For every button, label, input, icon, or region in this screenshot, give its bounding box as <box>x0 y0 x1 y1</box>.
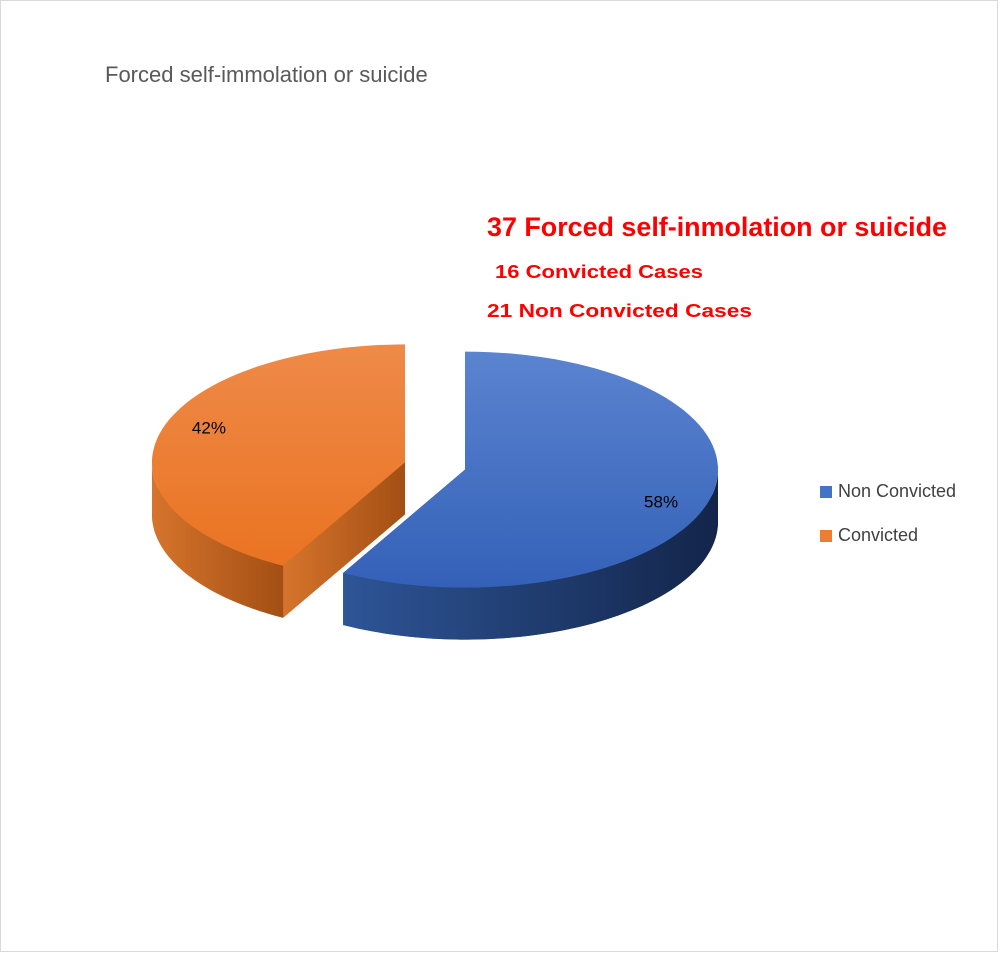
legend-swatch <box>820 530 832 542</box>
annotation: 16 Convicted Cases <box>495 262 703 282</box>
slice-side <box>152 462 284 618</box>
slice-wall <box>283 462 405 618</box>
legend-label: Convicted <box>838 525 918 545</box>
slice <box>343 351 718 588</box>
slice <box>152 344 405 566</box>
data-label: 58% <box>644 493 678 512</box>
data-label: 42% <box>192 418 226 437</box>
annotation: 37 Forced self-inmolation or suicide <box>487 212 947 242</box>
chart-title: Forced self-immolation or suicide <box>105 62 428 87</box>
legend-swatch <box>820 486 832 498</box>
slice-side <box>343 469 718 640</box>
legend-label: Non Convicted <box>838 481 956 501</box>
annotation: 21 Non Convicted Cases <box>487 301 752 321</box>
